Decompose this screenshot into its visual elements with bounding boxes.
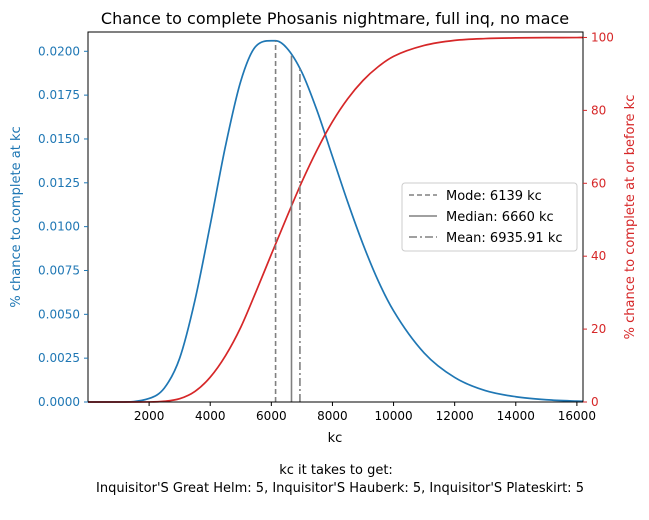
plot-area — [87, 31, 584, 403]
y-right-tick-label: 20 — [591, 322, 606, 336]
y-left-tick-label: 0.0150 — [38, 132, 80, 146]
x-tick-label: 12000 — [436, 409, 474, 423]
legend: Mode: 6139 kc Median: 6660 kc Mean: 6935… — [401, 182, 578, 252]
y-left-tick-label: 0.0125 — [38, 176, 80, 190]
pmf-line — [87, 39, 584, 403]
legend-box — [401, 182, 578, 252]
chart-title: Chance to complete Phosanis nightmare, f… — [101, 9, 569, 28]
x-axis: 2000 4000 6000 8000 10000 12000 14000 16000 — [134, 402, 596, 423]
legend-mode-label: Mode: 6139 kc — [446, 189, 542, 204]
y-right-tick-label: 80 — [591, 103, 606, 117]
cdf-layer — [88, 36, 584, 403]
x-tick-label: 4000 — [195, 409, 226, 423]
y-right-tick-label: 100 — [591, 30, 614, 44]
y-left-tick-label: 0.0100 — [38, 220, 80, 234]
y-right-tick-label: 0 — [591, 395, 599, 409]
x-tick-label: 16000 — [558, 409, 596, 423]
y-left-tick-label: 0.0000 — [38, 395, 80, 409]
y-axis-right-label: % chance to complete at or before kc — [623, 95, 638, 340]
y-right-tick-label: 40 — [591, 249, 606, 263]
plot-frame — [87, 31, 584, 403]
x-tick-label: 2000 — [134, 409, 165, 423]
x-tick-label: 8000 — [317, 409, 348, 423]
x-tick-label: 14000 — [497, 409, 535, 423]
x-axis-label: kc — [328, 431, 343, 446]
footer-line-1: kc it takes to get: — [279, 463, 393, 478]
y-axis-left-label: % chance to complete at kc — [9, 126, 24, 307]
x-tick-label: 10000 — [374, 409, 412, 423]
y-left-tick-label: 0.0075 — [38, 263, 80, 277]
x-tick-label: 6000 — [256, 409, 287, 423]
pmf-layer — [87, 39, 584, 403]
y-right-tick-label: 60 — [591, 176, 606, 190]
footer-line-2: Inquisitor'S Great Helm: 5, Inquisitor'S… — [96, 481, 584, 496]
y-axis-right: 0 20 40 60 80 100 — [583, 30, 614, 409]
legend-median-label: Median: 6660 kc — [446, 210, 554, 225]
legend-mean-label: Mean: 6935.91 kc — [446, 231, 563, 246]
y-left-tick-label: 0.0050 — [38, 307, 80, 321]
y-left-tick-label: 0.0175 — [38, 88, 80, 102]
y-left-tick-label: 0.0025 — [38, 351, 80, 365]
cdf-line — [88, 36, 584, 403]
y-axis-left: 0.0000 0.0025 0.0050 0.0075 0.0100 0.0125 0.01… — [38, 44, 88, 409]
y-left-tick-label: 0.0200 — [38, 44, 80, 58]
stat-lines-layer — [274, 40, 301, 402]
